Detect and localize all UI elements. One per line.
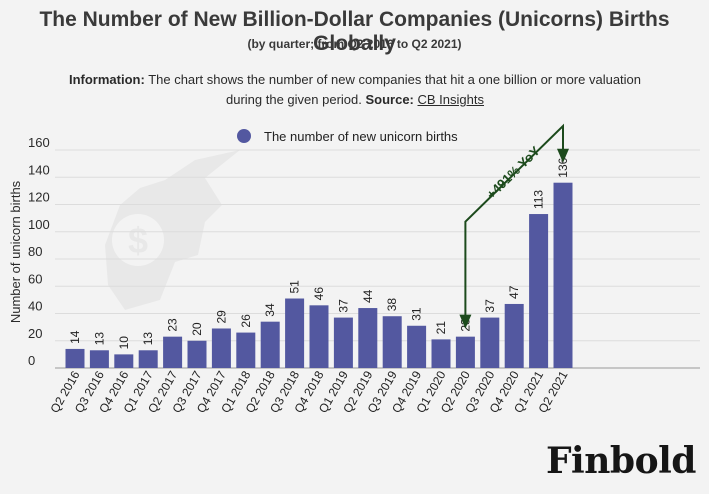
bar [455,336,475,368]
y-tick-label: 160 [28,135,50,150]
unicorn-watermark-icon: $ [105,150,240,310]
arrow-head-icon [557,148,569,163]
value-label: 20 [190,322,204,336]
bar [382,316,402,368]
source-link[interactable]: CB Insights [417,92,484,107]
arrow-head-icon [459,314,472,329]
bar [138,350,158,368]
value-label: 46 [312,287,326,301]
value-label: 10 [117,336,131,350]
bar [285,298,305,368]
bar [431,339,451,368]
y-tick-label: 40 [28,299,42,314]
y-tick-label: 60 [28,271,42,286]
value-label: 136 [556,157,570,177]
value-label: 37 [336,299,350,313]
svg-text:$: $ [128,220,148,261]
bar [89,350,109,368]
value-label: 29 [214,310,228,324]
value-label: 23 [166,318,180,332]
y-axis-ticks: 0 20 40 60 80 100 120 140 160 [28,135,50,368]
chart-title: The Number of New Billion-Dollar Compani… [39,8,670,55]
value-label: 34 [263,303,277,317]
value-labels: 1413101323202926345146374438312123374711… [68,157,570,349]
value-label: 31 [410,307,424,321]
y-tick-label: 20 [28,326,42,341]
legend: The number of new unicorn births [237,129,458,144]
bar [65,348,85,368]
bar [407,325,427,368]
bars [65,182,573,368]
value-label: 13 [92,332,106,346]
bar [358,308,378,368]
annotation-arrow [464,123,564,323]
value-label: 44 [361,289,375,303]
y-tick-label: 120 [28,190,50,205]
info-body: The chart shows the number of new compan… [148,72,642,107]
value-label: 26 [239,314,253,328]
value-label: 13 [141,332,155,346]
bar [260,321,280,368]
y-axis-label: Number of unicorn births [8,180,23,323]
bar [211,328,231,368]
value-label: 38 [385,298,399,312]
value-label: 14 [68,330,82,344]
bar [114,354,134,368]
bar [309,305,329,368]
value-label: 37 [483,299,497,313]
grid-lines [55,149,700,369]
y-tick-label: 100 [28,217,50,232]
value-label: 21 [434,321,448,335]
bar [163,336,183,368]
source-label: Source: [365,92,414,107]
bar [553,182,573,368]
y-tick-label: 140 [28,162,50,177]
y-tick-label: 80 [28,244,42,259]
bar [187,340,207,368]
chart-subtitle: (by quarter; from Q2 2016 to Q2 2021) [247,37,462,51]
legend-marker [237,129,251,143]
finbold-logo: Finbold [546,440,696,482]
bar [529,214,549,368]
bar [504,303,524,368]
info-text: Information: The chart shows the number … [60,70,650,110]
value-label: 113 [532,190,546,209]
bar [480,317,500,368]
value-label: 47 [507,285,521,299]
bar [236,332,256,368]
bar [333,317,353,368]
info-label: Information: [68,72,145,87]
y-tick-label: 0 [28,353,35,368]
legend-label: The number of new unicorn births [264,129,458,144]
value-label: 51 [288,280,302,294]
